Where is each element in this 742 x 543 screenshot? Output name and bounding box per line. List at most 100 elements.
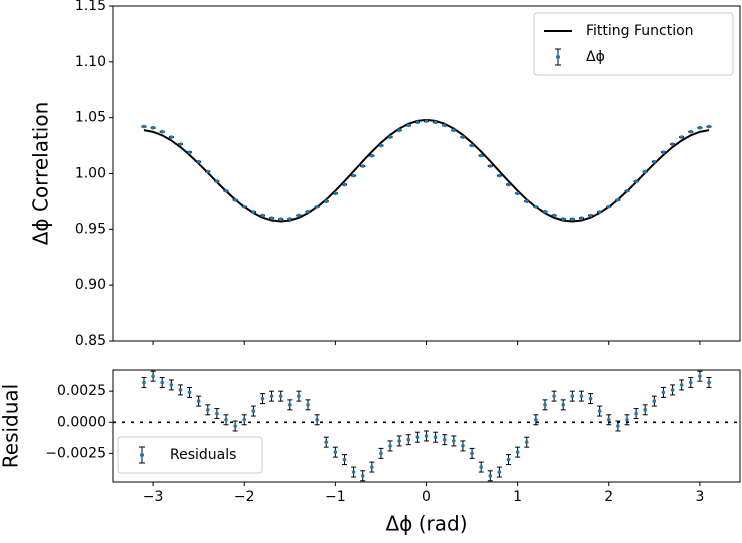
x-tick-label: 2 — [604, 489, 613, 505]
data-point — [442, 123, 447, 128]
data-point — [224, 189, 228, 193]
data-point — [488, 473, 493, 478]
legend-box — [533, 12, 734, 76]
data-point — [515, 450, 520, 454]
data-point — [534, 417, 538, 422]
data-point — [415, 120, 420, 125]
data-point — [342, 182, 347, 187]
data-point — [306, 403, 310, 407]
data-point — [278, 217, 283, 221]
data-point — [370, 465, 374, 469]
legend-label: Fitting Function — [586, 23, 694, 39]
data-point — [233, 197, 237, 202]
data-point — [597, 210, 602, 214]
data-point — [543, 403, 547, 407]
legend-label: Residuals — [170, 447, 236, 463]
data-point — [142, 124, 146, 129]
data-point — [306, 209, 310, 214]
data-point — [488, 164, 493, 168]
data-point — [315, 417, 319, 422]
data-point — [561, 217, 566, 221]
data-point — [588, 396, 593, 401]
data-point — [524, 440, 529, 444]
data-point — [287, 403, 292, 407]
data-point — [160, 380, 165, 385]
data-point — [524, 199, 529, 203]
data-point — [333, 450, 338, 454]
data-point — [169, 383, 174, 387]
data-point — [643, 169, 648, 174]
data-point — [424, 434, 429, 438]
data-point — [151, 374, 155, 379]
y-tick-label: 1.10 — [75, 54, 106, 70]
x-axis-label: Δϕ (rad) — [385, 512, 467, 536]
data-point — [670, 142, 675, 146]
data-point — [606, 417, 611, 422]
data-point — [552, 213, 556, 218]
data-point — [597, 409, 602, 413]
data-point — [588, 213, 593, 218]
data-point — [634, 179, 638, 184]
data-point — [260, 396, 265, 401]
x-tick-label: −1 — [325, 489, 346, 505]
data-point — [233, 424, 237, 428]
data-point — [205, 169, 210, 174]
data-point — [579, 394, 584, 398]
data-point — [570, 217, 575, 221]
data-point — [224, 417, 228, 422]
data-point — [287, 217, 292, 221]
x-tick-label: 3 — [695, 489, 704, 505]
data-point — [251, 210, 256, 214]
y-tick-label: 0.0000 — [57, 414, 106, 430]
data-point — [315, 204, 319, 209]
data-point — [415, 435, 420, 440]
data-point — [679, 383, 684, 387]
data-point — [461, 444, 465, 448]
data-point — [351, 470, 356, 474]
data-point — [707, 380, 711, 385]
data-point — [661, 150, 666, 154]
data-point — [616, 424, 620, 428]
data-point — [379, 451, 383, 456]
data-point — [169, 135, 174, 139]
data-point — [561, 403, 566, 407]
data-point — [515, 191, 520, 196]
data-point — [151, 125, 155, 130]
data-point — [160, 129, 165, 134]
legend-box — [117, 436, 263, 474]
y-tick-label: 1.00 — [75, 166, 106, 182]
data-point — [269, 216, 274, 220]
data-point — [452, 128, 456, 133]
data-point — [470, 451, 474, 456]
data-point — [406, 437, 411, 442]
data-point — [698, 125, 702, 130]
data-point — [570, 394, 575, 398]
data-point — [379, 143, 383, 148]
data-point — [679, 135, 684, 139]
data-point — [187, 150, 192, 154]
data-point — [506, 457, 511, 462]
data-point — [187, 390, 192, 395]
data-point — [196, 399, 201, 403]
data-point — [606, 204, 611, 209]
data-point — [534, 204, 538, 209]
y-tick-label: 1.05 — [75, 110, 106, 126]
data-point — [616, 197, 620, 202]
data-point — [324, 199, 329, 203]
data-point — [707, 124, 711, 129]
data-point — [497, 173, 502, 178]
data-point — [297, 213, 301, 218]
data-point — [643, 408, 648, 412]
y-tick-label: 0.95 — [75, 221, 106, 237]
legend-marker — [556, 55, 560, 59]
data-point — [178, 388, 183, 392]
y-tick-label: 0.90 — [75, 277, 106, 293]
y-axis-label: Residual — [0, 384, 23, 468]
x-tick-label: −2 — [234, 489, 255, 505]
y-axis-label: Δϕ Correlation — [29, 102, 53, 246]
data-point — [370, 153, 374, 158]
fit-line — [143, 118, 710, 223]
data-point — [196, 159, 201, 164]
